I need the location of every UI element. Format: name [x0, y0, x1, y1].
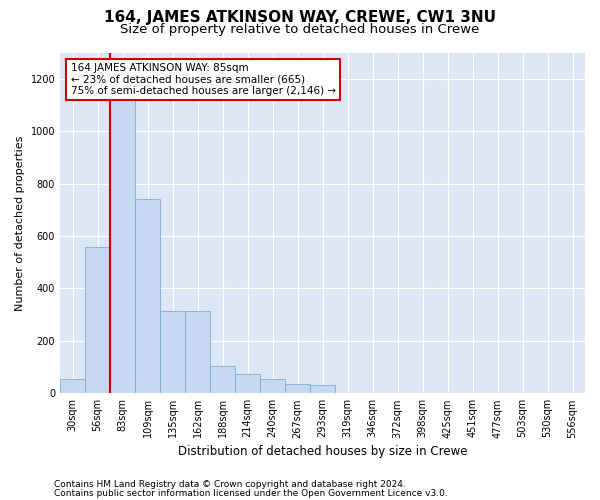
Bar	[210, 366, 235, 394]
Bar	[260, 379, 285, 394]
Bar	[60, 379, 85, 394]
Bar	[310, 386, 335, 394]
Bar	[235, 374, 260, 394]
Bar	[160, 310, 185, 394]
X-axis label: Distribution of detached houses by size in Crewe: Distribution of detached houses by size …	[178, 444, 467, 458]
Bar	[85, 246, 110, 394]
Text: Contains HM Land Registry data © Crown copyright and database right 2024.: Contains HM Land Registry data © Crown c…	[54, 480, 406, 489]
Text: 164, JAMES ATKINSON WAY, CREWE, CW1 3NU: 164, JAMES ATKINSON WAY, CREWE, CW1 3NU	[104, 10, 496, 25]
Text: Contains public sector information licensed under the Open Government Licence v3: Contains public sector information licen…	[54, 488, 448, 498]
Bar	[285, 384, 310, 394]
Text: Size of property relative to detached houses in Crewe: Size of property relative to detached ho…	[121, 22, 479, 36]
Bar	[135, 200, 160, 394]
Bar	[185, 310, 210, 394]
Y-axis label: Number of detached properties: Number of detached properties	[15, 135, 25, 310]
Text: 164 JAMES ATKINSON WAY: 85sqm
← 23% of detached houses are smaller (665)
75% of : 164 JAMES ATKINSON WAY: 85sqm ← 23% of d…	[71, 62, 335, 96]
Bar	[110, 76, 135, 394]
